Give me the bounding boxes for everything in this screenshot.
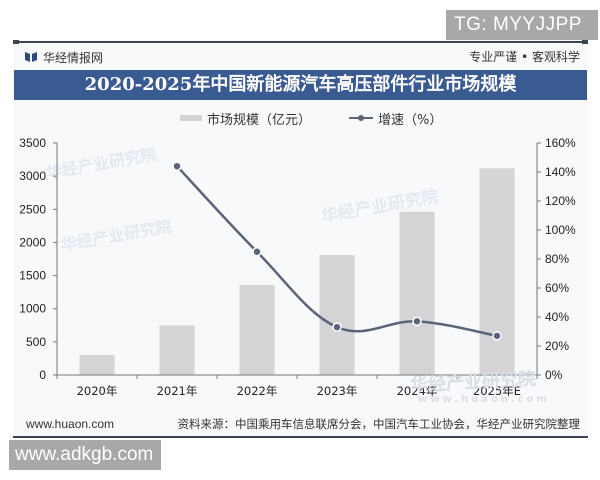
legend-bar-label: 市场规模（亿元） <box>207 112 312 128</box>
y-tick-label-right: 100% <box>545 223 576 237</box>
legend-line-label: 增速（%） <box>378 112 443 128</box>
legend-bar-swatch <box>180 115 202 121</box>
growth-point <box>332 322 342 332</box>
x-tick-label: 2024年 <box>397 384 438 398</box>
y-tick-label-left: 3000 <box>19 169 46 183</box>
bar <box>479 168 515 375</box>
y-tick-label-left: 0 <box>39 368 46 382</box>
bar <box>399 211 435 375</box>
bar <box>79 354 115 375</box>
site-badge: www.adkgb.com <box>9 440 161 470</box>
bar <box>159 325 195 375</box>
x-tick-label: 2020年 <box>77 384 118 398</box>
y-tick-label-left: 1500 <box>19 269 46 283</box>
growth-point <box>492 331 502 341</box>
y-tick-label-right: 140% <box>545 165 576 179</box>
x-tick-label: 2022年 <box>237 384 278 398</box>
x-tick-label: 2021年 <box>157 384 198 398</box>
y-tick-label-right: 60% <box>545 281 569 295</box>
growth-point <box>412 316 422 327</box>
footer-website[interactable]: www.huaon.com <box>26 417 115 431</box>
bottom-rule <box>13 436 588 438</box>
bar <box>239 285 275 375</box>
y-tick-label-right: 0% <box>545 368 563 382</box>
y-tick-label-right: 80% <box>545 252 569 266</box>
x-tick-label: 2025年E <box>473 384 521 398</box>
y-tick-label-left: 2500 <box>19 202 46 216</box>
y-tick-label-right: 160% <box>545 136 576 150</box>
y-tick-label-left: 3500 <box>19 136 46 150</box>
x-tick-label: 2023年 <box>317 384 358 398</box>
legend-line-swatch <box>349 115 374 121</box>
y-tick-label-left: 500 <box>26 335 46 349</box>
chart-title: 2020-2025年中国新能源汽车高压部件行业市场规模 <box>14 70 587 100</box>
slogan: 专业严谨 • 客观科学 <box>469 50 580 64</box>
brand: 华经情报网 <box>25 47 103 67</box>
y-tick-label-right: 120% <box>545 194 576 208</box>
growth-point <box>172 161 182 171</box>
bar <box>319 255 355 375</box>
brand-name: 华经情报网 <box>43 50 104 65</box>
growth-point <box>252 247 262 257</box>
brand-logo-icon <box>25 52 37 62</box>
y-tick-label-right: 40% <box>545 310 569 324</box>
footer-source: 资料来源：中国乘用车信息联席分会，中国汽车工业协会，华经产业研究院整理 <box>177 417 581 431</box>
top-rule <box>13 40 588 44</box>
y-tick-label-left: 1000 <box>19 302 46 316</box>
y-tick-label-left: 2000 <box>19 235 46 249</box>
legend: 市场规模（亿元） 增速（%） <box>180 108 442 128</box>
y-tick-label-right: 20% <box>545 339 569 353</box>
telegram-badge: TG: MYYJJPP <box>446 10 598 40</box>
